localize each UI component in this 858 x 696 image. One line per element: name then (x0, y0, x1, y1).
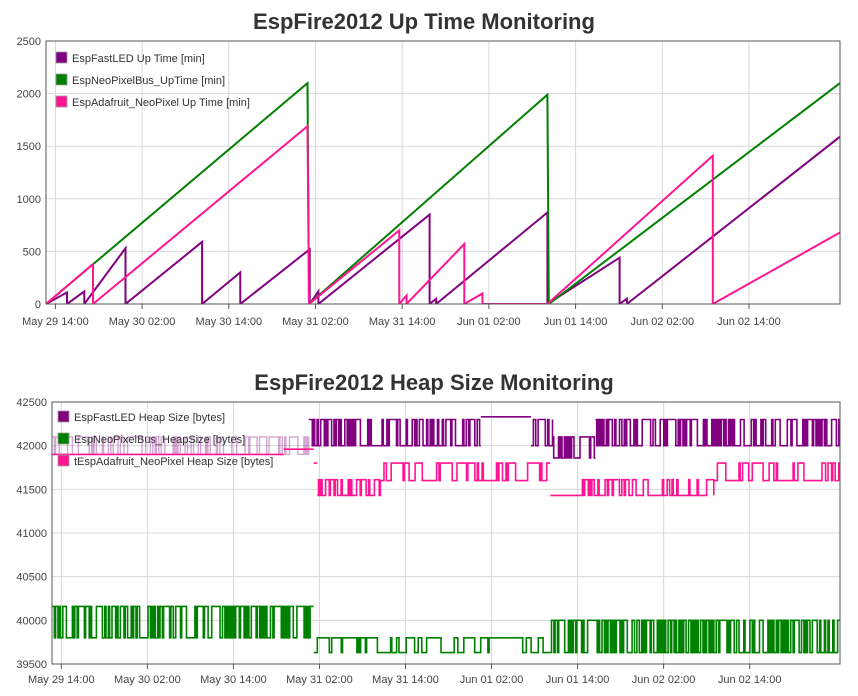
y-tick-label: 500 (23, 246, 41, 258)
y-tick-label: 0 (35, 299, 41, 311)
x-tick-label: May 31 14:00 (369, 316, 436, 328)
legend: EspFastLED Heap Size [bytes] EspNeoPixelB… (57, 410, 273, 468)
x-tick-label: May 31 02:00 (282, 316, 349, 328)
y-tick-label: 40500 (16, 572, 47, 584)
x-tick-label: May 29 14:00 (28, 674, 95, 686)
x-tick-label: Jun 02 02:00 (632, 674, 696, 686)
series-line-1-0-part-5 (595, 418, 840, 447)
series-line-1-0-part-1 (308, 418, 481, 447)
plot-frame (51, 401, 841, 665)
x-tick-label: Jun 01 14:00 (546, 674, 610, 686)
legend-label: tEspAdafruit_NeoPixel Heap Size [bytes] (74, 456, 273, 468)
legend-swatch (55, 73, 68, 86)
x-tick-label: May 31 02:00 (286, 674, 353, 686)
series-line-1-0-part-4 (552, 436, 596, 459)
y-tick-label: 1500 (17, 141, 41, 153)
legend-swatch (55, 95, 68, 108)
series-line-0-2 (46, 124, 840, 304)
uptime-chart: 0 500 1000 1500 2000 2500 May 29 14:00 May 30 0… (17, 36, 841, 328)
y-tick-label: 41500 (16, 484, 47, 496)
y-tick-label: 2000 (17, 89, 41, 101)
x-tick-label: May 31 14:00 (372, 674, 439, 686)
legend-label: EspNeoPixelBus_UpTime [min] (72, 75, 225, 87)
series-line-0-0 (46, 135, 840, 304)
heap-chart: 39500 40000 40500 41000 41500 42000 42500 May 2… (16, 397, 841, 686)
legend: EspFastLED Up Time [min] EspNeoPixelBus_U… (55, 51, 250, 109)
y-tick-label: 2500 (17, 36, 41, 48)
series-line-1-1-part-0 (52, 605, 314, 639)
y-tick-label: 39500 (16, 659, 47, 671)
x-tick-label: May 30 14:00 (195, 316, 262, 328)
legend-label: EspFastLED Up Time [min] (72, 53, 205, 65)
y-tick-label: 1000 (17, 194, 41, 206)
series-line-1-2-part-6 (574, 478, 715, 497)
legend-swatch (57, 410, 70, 423)
x-tick-label: Jun 01 02:00 (457, 316, 521, 328)
x-tick-label: Jun 01 14:00 (544, 316, 608, 328)
x-tick-label: May 30 02:00 (114, 674, 181, 686)
series-line-1-2-part-7 (713, 462, 840, 482)
x-tick-label: May 30 14:00 (200, 674, 267, 686)
series-line-0-1 (46, 80, 840, 304)
x-tick-label: May 29 14:00 (22, 316, 89, 328)
plot-frame (45, 40, 841, 305)
x-tick-label: Jun 01 02:00 (460, 674, 524, 686)
legend-swatch (57, 432, 70, 445)
legend-swatch (55, 51, 68, 64)
series-line-1-1-part-1 (313, 637, 551, 654)
legend-swatch (57, 454, 70, 467)
series-line-1-2-part-3 (317, 478, 382, 497)
y-tick-label: 42000 (16, 441, 47, 453)
y-tick-label: 42500 (16, 397, 47, 409)
series-line-1-0-part-3 (531, 418, 554, 447)
y-tick-label: 40000 (16, 615, 47, 627)
x-tick-label: May 30 02:00 (109, 316, 176, 328)
series-line-1-1-part-2 (550, 619, 840, 654)
legend-label: EspAdafruit_NeoPixel Up Time [min] (72, 97, 250, 109)
legend-label: EspNeoPixelBus_HeapSize [bytes] (74, 434, 245, 446)
x-tick-label: Jun 02 14:00 (718, 674, 782, 686)
heap-chart-title: EspFire2012 Heap Size Monitoring (254, 370, 613, 395)
x-tick-label: Jun 02 02:00 (630, 316, 694, 328)
uptime-chart-title: EspFire2012 Up Time Monitoring (253, 9, 595, 34)
y-tick-label: 41000 (16, 528, 47, 540)
x-tick-label: Jun 02 14:00 (717, 316, 781, 328)
series-line-1-2-part-4 (380, 462, 551, 482)
legend-label: EspFastLED Heap Size [bytes] (74, 412, 225, 424)
